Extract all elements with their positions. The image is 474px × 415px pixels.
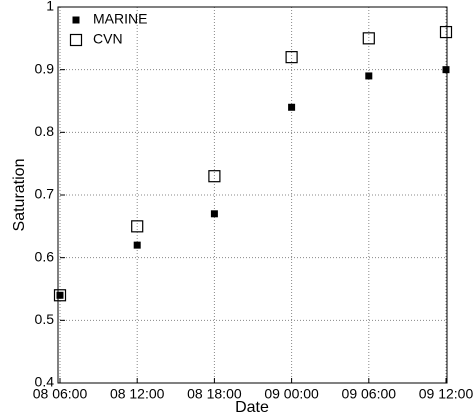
legend-label: CVN <box>93 31 123 47</box>
point <box>208 170 221 183</box>
x-tick-label: 09 12:00 <box>419 386 474 402</box>
x-tick-label: 08 12:00 <box>110 386 165 402</box>
point <box>210 210 218 218</box>
x-tick-label: 08 18:00 <box>187 386 242 402</box>
legend-label: MARINE <box>93 11 147 27</box>
y-tick-label: 1 <box>46 0 54 14</box>
y-tick-label: 0.7 <box>35 186 55 202</box>
point <box>56 291 64 299</box>
point <box>133 241 141 249</box>
point <box>442 66 450 74</box>
legend-marker <box>69 33 83 47</box>
y-tick-label: 0.8 <box>35 123 55 139</box>
y-axis-label: Saturation <box>11 159 28 232</box>
y-tick-label: 0.6 <box>35 248 55 264</box>
point <box>53 289 67 302</box>
y-tick-label: 0.9 <box>35 60 55 76</box>
point <box>285 51 298 64</box>
x-axis-label: Date <box>235 399 269 415</box>
x-tick-label: 09 06:00 <box>342 386 397 402</box>
x-tick-label: 08 06:00 <box>33 386 88 402</box>
point <box>131 220 144 233</box>
point <box>439 25 453 39</box>
plot-frame <box>57 6 448 384</box>
legend-marker <box>72 16 80 24</box>
y-tick-label: 0.4 <box>35 374 55 390</box>
x-tick-label: 09 00:00 <box>264 386 319 402</box>
point <box>365 72 373 80</box>
point <box>362 32 375 45</box>
y-tick-label: 0.5 <box>35 311 55 327</box>
point <box>288 103 296 111</box>
